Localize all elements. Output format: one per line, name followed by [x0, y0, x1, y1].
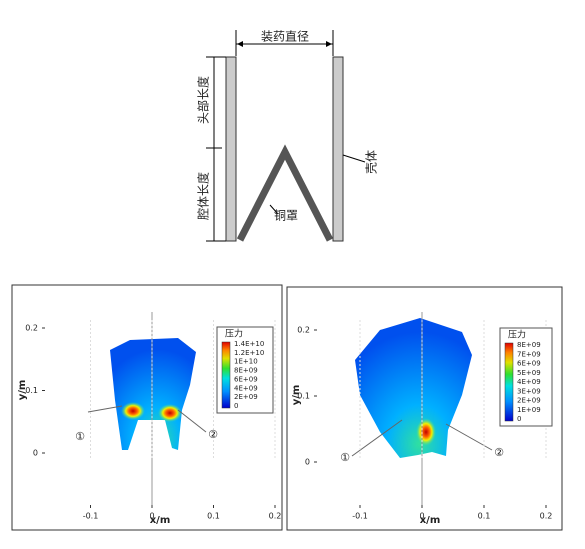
panel-frame: [286, 286, 563, 531]
leader: [177, 409, 207, 433]
x-tick-label: 0: [419, 512, 424, 521]
legend-label: 2E+09: [517, 397, 541, 405]
y-tick-label: 0.1: [25, 386, 38, 395]
casing-right: [332, 56, 344, 242]
charge-diagram: 装药直径 头部长度 腔体长度 铜罩 壳体: [196, 30, 379, 242]
legend-label: 8E+09: [517, 341, 541, 349]
x-tick-label: 0.1: [478, 512, 491, 521]
legend-label: 8E+09: [234, 367, 258, 375]
legend-label: 5E+09: [517, 369, 541, 377]
y-axis-label: y/m: [17, 380, 28, 401]
legend-title: 压力: [508, 329, 526, 341]
marker-label: ①: [340, 451, 350, 464]
liner-shape: [236, 144, 334, 242]
panel-frame: [11, 284, 283, 531]
leader: [445, 423, 493, 451]
legend-label: 0: [517, 415, 521, 423]
legend-label: 0: [234, 402, 238, 410]
x-tick-label: -0.1: [352, 512, 368, 521]
x-tick-label: 0.2: [540, 512, 553, 521]
legend-label: 1E+10: [234, 358, 258, 366]
marker-label: ①: [75, 430, 85, 443]
head-length-label: 头部长度: [196, 76, 211, 124]
x-tick-label: 0: [149, 512, 154, 521]
y-tick-label: 0.2: [25, 324, 38, 333]
pressure-field-1: [110, 338, 196, 450]
cavity-length-label: 腔体长度: [196, 172, 211, 220]
leader: [269, 204, 279, 215]
x-axis-label: x/m: [420, 515, 441, 526]
y-tick-label: 0: [305, 458, 310, 467]
leader: [342, 154, 366, 163]
legend-label: 6E+09: [234, 375, 258, 383]
legend-title: 压力: [225, 328, 243, 340]
marker-label: ②: [208, 428, 218, 441]
charge-diameter-label: 装药直径: [261, 30, 309, 44]
y-tick-label: 0.1: [297, 392, 310, 401]
y-tick-label: 0: [33, 449, 38, 458]
colorbar: [221, 341, 231, 409]
legend-label: 6E+09: [517, 360, 541, 368]
y-axis-label: y/m: [291, 385, 302, 406]
legend-label: 4E+09: [517, 378, 541, 386]
x-tick-label: 0.1: [207, 512, 220, 521]
legend-label: 1E+09: [517, 406, 541, 414]
legend-label: 7E+09: [517, 350, 541, 358]
legend-label: 3E+09: [517, 387, 541, 395]
liner-label: 铜罩: [274, 208, 298, 223]
pressure-field-2: [355, 318, 472, 458]
leader: [87, 405, 123, 413]
legend-label: 2E+09: [234, 393, 258, 401]
legend-label: 1.2E+10: [234, 349, 264, 357]
legend-label: 4E+09: [234, 384, 258, 392]
x-tick-label: -0.1: [83, 512, 99, 521]
legend-label: 1.4E+10: [234, 340, 264, 348]
y-tick-label: 0.2: [297, 326, 310, 335]
casing-label: 壳体: [365, 150, 379, 174]
x-axis-label: x/m: [150, 515, 171, 526]
casing-left: [225, 56, 237, 242]
marker-label: ②: [494, 446, 504, 459]
x-tick-label: 0.2: [269, 512, 282, 521]
colorbar: [504, 342, 514, 422]
